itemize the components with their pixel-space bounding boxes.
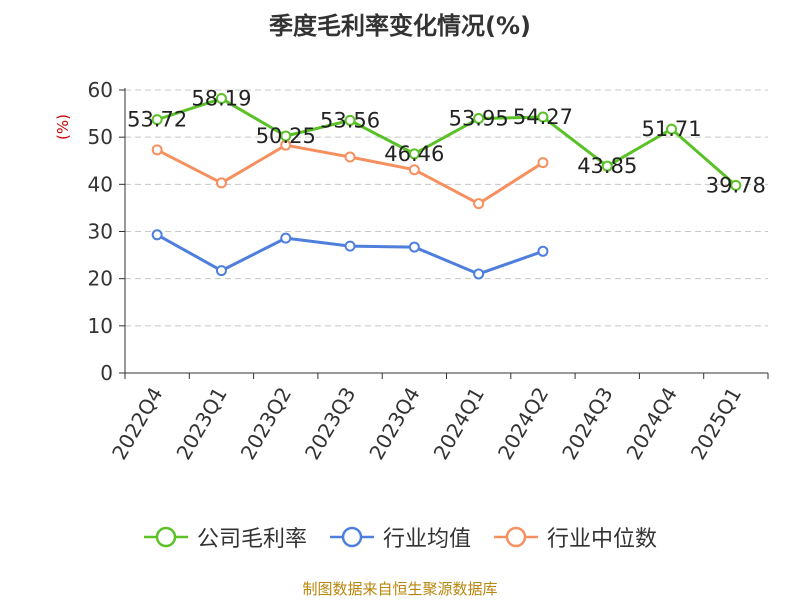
series-2: [151, 139, 549, 210]
data-point: [537, 157, 549, 169]
data-label: 43.85: [577, 154, 637, 178]
series-layer: [151, 93, 742, 280]
data-point: [473, 113, 485, 125]
data-label: 58.19: [191, 87, 251, 111]
y-tick-label: 20: [88, 267, 113, 291]
legend-item[interactable]: 行业均值: [329, 521, 471, 553]
legend-marker-icon: [494, 526, 538, 548]
data-point: [666, 123, 678, 135]
x-tick-label: 2025Q1: [686, 383, 746, 464]
series-line: [156, 97, 737, 187]
data-point: [537, 111, 549, 123]
x-tick-label: 2024Q4: [621, 383, 681, 464]
data-point: [473, 268, 485, 280]
x-tick-label: 2023Q3: [300, 383, 360, 464]
y-tick-label: 30: [88, 220, 113, 244]
legend-label: 行业中位数: [547, 527, 658, 552]
y-axis-title: (%): [54, 114, 72, 140]
legend: 公司毛利率 行业均值 行业中位数: [0, 520, 800, 554]
data-point: [408, 164, 420, 176]
x-tick-label: 2024Q1: [429, 383, 489, 464]
data-label: 51.71: [641, 117, 701, 141]
data-label: 53.56: [320, 108, 380, 132]
data-label: 46.46: [384, 142, 444, 166]
data-point: [280, 232, 292, 244]
source-footer: 制图数据来自恒生聚源数据库: [302, 580, 498, 598]
data-point: [408, 241, 420, 253]
x-tick-label: 2023Q2: [236, 383, 296, 464]
data-label: 50.25: [256, 124, 316, 148]
data-point: [537, 245, 549, 257]
y-tick-label: 40: [88, 172, 113, 196]
data-point: [473, 198, 485, 210]
data-point: [730, 179, 742, 191]
data-label: 54.27: [513, 105, 573, 129]
x-tick-label: 2022Q4: [107, 383, 167, 464]
data-point: [151, 229, 163, 241]
data-point: [151, 114, 163, 126]
data-point: [215, 265, 227, 277]
data-label: 53.72: [127, 108, 187, 132]
data-point: [601, 160, 613, 172]
data-point: [215, 177, 227, 189]
data-point: [408, 148, 420, 160]
data-point: [344, 240, 356, 252]
x-tick-label: 2023Q4: [364, 383, 424, 464]
legend-marker-icon: [329, 526, 374, 548]
series-0: [151, 93, 742, 191]
legend-item[interactable]: 公司毛利率: [143, 521, 307, 553]
data-label: 53.95: [449, 107, 509, 131]
data-point: [151, 144, 163, 156]
data-point: [215, 93, 227, 105]
x-tick-label: 2023Q1: [171, 383, 231, 464]
chart-title: 季度毛利率变化情况(%): [269, 12, 531, 40]
legend-item[interactable]: 行业中位数: [493, 521, 657, 553]
data-point: [280, 130, 292, 142]
y-tick-label: 60: [88, 78, 113, 102]
series-1: [151, 229, 549, 280]
data-point: [344, 151, 356, 163]
y-tick-label: 10: [88, 314, 113, 338]
x-tick-label: 2024Q2: [493, 383, 553, 464]
legend-label: 行业均值: [382, 527, 471, 552]
legend-marker-icon: [143, 526, 188, 548]
x-tick-label: 2024Q3: [557, 383, 617, 464]
y-tick-label: 0: [100, 361, 113, 385]
data-point: [344, 114, 356, 126]
y-tick-label: 50: [88, 125, 113, 149]
legend-label: 公司毛利率: [196, 527, 307, 552]
data-label: 39.78: [706, 173, 766, 197]
